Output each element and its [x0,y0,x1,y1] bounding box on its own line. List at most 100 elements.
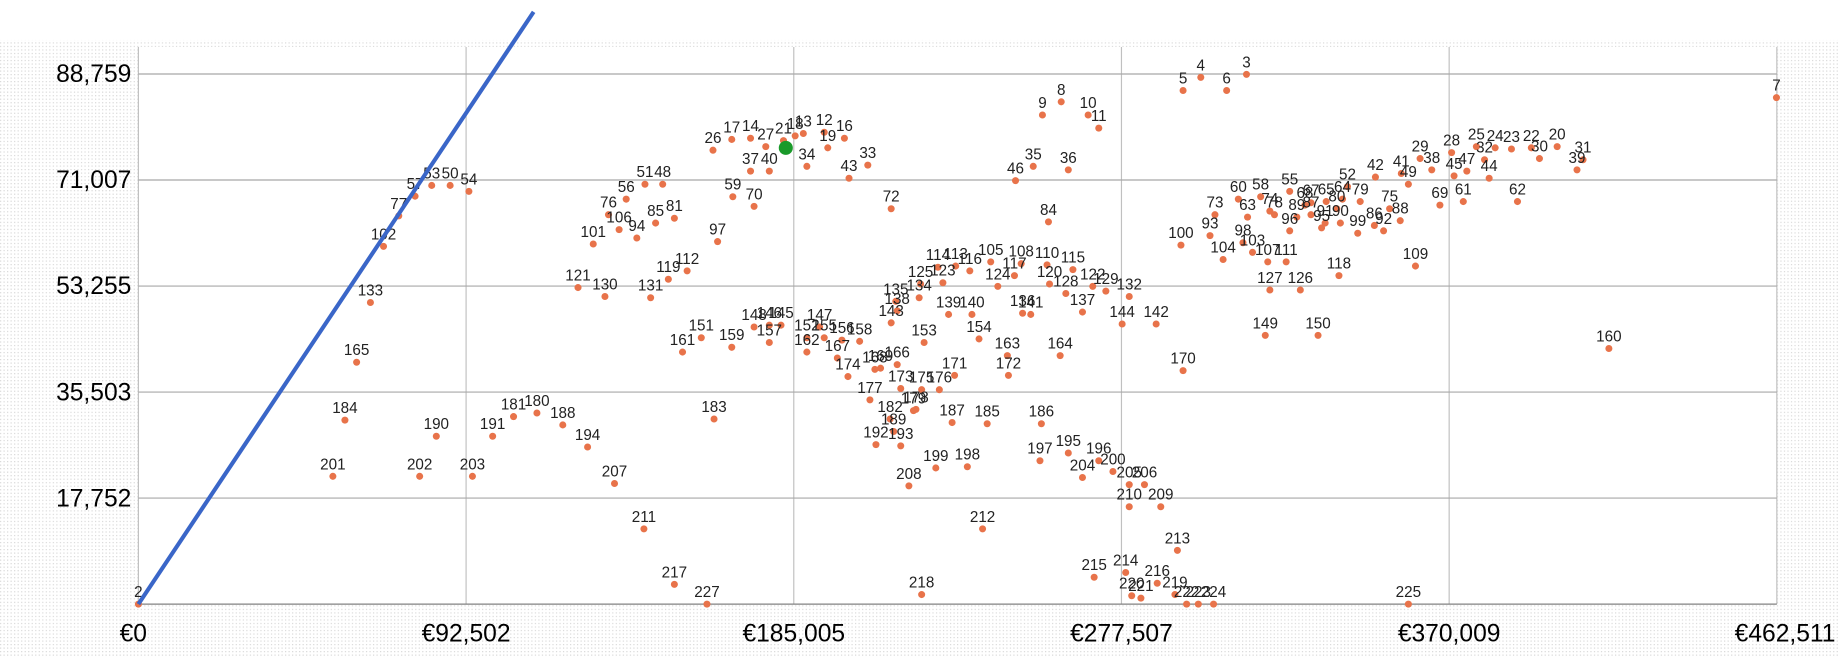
point [584,443,592,451]
point-label: 106 [606,210,631,227]
point [559,421,567,429]
point [652,219,660,227]
point [803,348,811,356]
point [604,211,613,219]
point-label: 12 [816,112,833,129]
point-label: 111 [1275,242,1298,259]
point-label: 215 [1081,557,1106,574]
point [670,580,678,588]
point-label: 124 [985,266,1011,283]
point [1219,255,1227,264]
point-label: 113 [944,246,968,263]
point-label: 9 [1038,95,1046,112]
point [1282,258,1290,266]
point [1579,156,1587,164]
point [1118,320,1126,328]
point-label: 200 [1100,451,1125,468]
point [1078,308,1086,316]
plot-area [138,47,1777,605]
point-label: 198 [955,447,980,464]
point [1036,457,1044,465]
point [765,167,773,175]
point [840,134,848,142]
point [1234,195,1242,203]
x-tick-label: €92,502 [422,621,511,648]
point [697,334,705,342]
point-label: 21 [775,121,792,138]
point [1463,167,1471,175]
point [1010,272,1018,280]
point [1772,94,1780,102]
point-label: 18 [787,116,804,133]
point-label: 140 [959,294,984,311]
point [979,525,987,533]
point-label: 41 [1393,153,1410,170]
point-label: 39 [1569,150,1586,167]
point-label: 20 [1549,127,1566,144]
point-label: 223 [1186,584,1211,601]
point [1436,201,1444,209]
point [1038,111,1046,119]
point-label: 183 [701,399,726,416]
point-label: 65 [1318,182,1335,199]
point-label: 105 [978,242,1003,259]
point [893,307,901,315]
point [1459,198,1467,206]
point-label: 172 [996,355,1021,372]
point-label: 162 [794,332,819,349]
point-label: 180 [524,393,549,410]
point-label: 38 [1423,150,1440,167]
point [952,262,960,270]
point-label: 122 [1080,266,1105,283]
point [659,180,667,188]
point-label: 227 [694,584,719,601]
point-label: 51 [636,164,653,181]
point-label: 17 [723,119,740,136]
point-label: 87 [1302,195,1319,212]
point [1064,166,1072,174]
point [729,193,737,201]
point-label: 201 [320,456,345,473]
point [1356,198,1364,206]
point-label: 19 [819,128,836,145]
point [934,263,942,271]
point [589,240,597,248]
point-label: 45 [1446,156,1463,173]
point-label: 218 [909,575,934,592]
point-label: 189 [881,411,906,428]
point-label: 90 [1332,203,1349,220]
point [533,409,541,417]
point [1371,173,1379,181]
point-label: 185 [974,404,999,421]
point-label: 135 [883,281,908,298]
point-label: 134 [906,278,932,295]
point-label: 188 [550,405,575,422]
point [856,337,864,345]
point-label: 212 [970,509,995,526]
point-label: 203 [460,456,485,473]
point-label: 46 [1007,161,1024,178]
point [1125,293,1133,301]
point [468,472,476,480]
point-label: 80 [1328,189,1345,206]
point-label: 75 [1381,189,1398,206]
point-label: 151 [689,318,714,335]
point [1223,86,1231,94]
point-label: 24 [1487,128,1504,145]
point [820,128,828,136]
point [341,416,349,424]
point-label: 10 [1080,95,1097,112]
point [1396,217,1404,225]
point [872,441,880,449]
point-label: 139 [936,294,961,311]
point-label: 28 [1443,133,1460,150]
point [1183,600,1191,608]
point [1314,331,1322,339]
point [877,364,885,372]
point-label: 85 [647,203,664,220]
point [1179,86,1187,94]
point-label: 26 [705,130,722,147]
point-label: 73 [1206,195,1223,212]
point [887,205,895,213]
point [765,338,773,347]
